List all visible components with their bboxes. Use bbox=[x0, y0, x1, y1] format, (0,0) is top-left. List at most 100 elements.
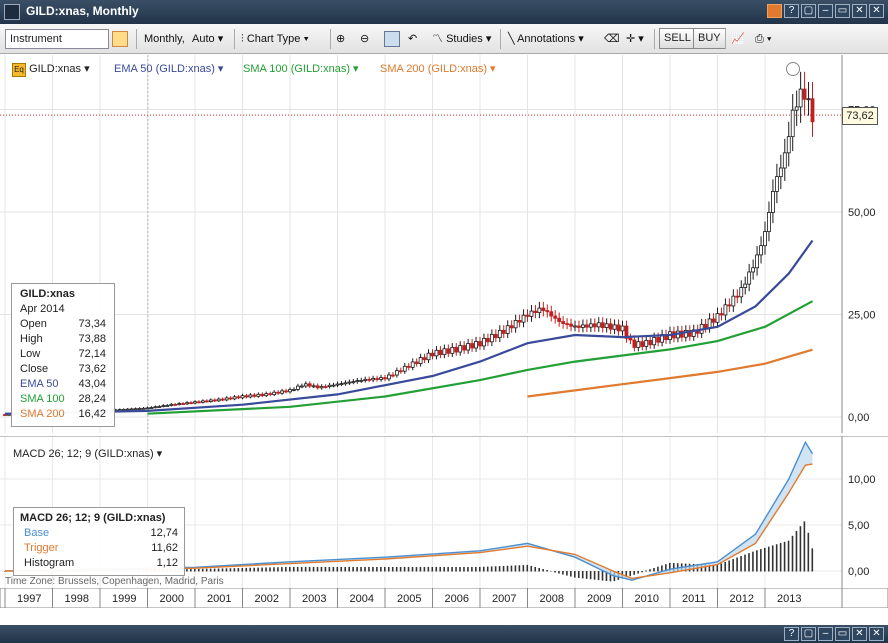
time-axis[interactable]: 1997 1998 1999 2000 2001 2002 2003 2004 2005 2006… bbox=[0, 587, 888, 609]
histogram-bar bbox=[368, 566, 370, 572]
candle-body bbox=[636, 341, 641, 348]
pan-icon[interactable] bbox=[384, 30, 400, 48]
instrument-badge-icon: Eq bbox=[12, 63, 26, 77]
status-restore-icon[interactable]: ▭ bbox=[835, 627, 850, 641]
histogram-bar bbox=[708, 564, 711, 572]
orange-window-icon[interactable] bbox=[767, 4, 782, 18]
histogram-bar bbox=[649, 569, 651, 572]
candle-body bbox=[541, 307, 546, 311]
histogram-bar bbox=[593, 571, 596, 580]
zoom-out-icon[interactable]: ⊖ bbox=[360, 33, 370, 45]
y-tick-label: 25,00 bbox=[848, 310, 876, 322]
candle-body bbox=[248, 394, 253, 398]
year-label: 2007 bbox=[492, 593, 516, 605]
buy-button[interactable]: BUY bbox=[693, 28, 726, 49]
candle-body bbox=[529, 310, 534, 317]
histogram-bar bbox=[748, 553, 750, 572]
candle-body bbox=[656, 337, 661, 343]
status-expand-icon[interactable]: ✕ bbox=[852, 627, 867, 641]
ema-legend[interactable]: EMA 50 (GILD:xnas) ▾ bbox=[114, 63, 224, 75]
candle-body bbox=[299, 385, 304, 388]
status-duplicate-icon[interactable]: ▢ bbox=[801, 627, 816, 641]
histogram-bar bbox=[498, 566, 501, 572]
undo-icon[interactable]: ↶ bbox=[408, 33, 418, 45]
candle-body bbox=[398, 370, 403, 373]
histogram-bar bbox=[530, 565, 533, 572]
candle-body bbox=[482, 338, 486, 347]
candle-body bbox=[303, 383, 308, 387]
histogram-bar bbox=[395, 566, 398, 572]
candle-body bbox=[208, 399, 213, 402]
candle-body bbox=[478, 341, 482, 347]
histogram-bar bbox=[273, 567, 275, 572]
histogram-bar bbox=[629, 571, 632, 577]
candle-body bbox=[573, 325, 577, 328]
restore-icon[interactable]: ▭ bbox=[835, 4, 850, 18]
candle-body bbox=[565, 323, 569, 325]
histogram-bar bbox=[281, 567, 283, 572]
chart-type-menu[interactable]: ⫶ Chart Type ▾ bbox=[241, 33, 309, 45]
candle-body bbox=[149, 407, 154, 409]
candle-body bbox=[501, 329, 506, 334]
histogram-bar bbox=[340, 566, 343, 572]
symbol-legend[interactable]: Eq GILD:xnas ▾ bbox=[12, 62, 90, 77]
clock-icon[interactable] bbox=[786, 62, 800, 76]
histogram-bar bbox=[387, 566, 390, 572]
status-close-icon[interactable]: ✕ bbox=[869, 627, 884, 641]
histogram-bar bbox=[672, 563, 675, 572]
chart-settings-icon[interactable]: 📈 bbox=[731, 33, 745, 45]
candle-body bbox=[204, 400, 209, 403]
candle-body bbox=[767, 212, 771, 233]
candle-body bbox=[339, 383, 344, 386]
year-label: 1999 bbox=[112, 593, 136, 605]
title-bar: GILD:xnas, Monthly ? ▢ – ▭ ✕ ✕ bbox=[0, 0, 888, 24]
info-date: Apr 2014 bbox=[20, 303, 65, 315]
year-label: 2013 bbox=[777, 593, 801, 605]
sma200-legend[interactable]: SMA 200 (GILD:xnas) ▾ bbox=[380, 63, 496, 75]
histogram-bar bbox=[316, 566, 319, 572]
close-icon[interactable]: ✕ bbox=[869, 4, 884, 18]
macd-legend[interactable]: MACD 26; 12; 9 (GILD:xnas) ▾ bbox=[13, 448, 163, 460]
candle-body bbox=[719, 313, 724, 316]
period-select[interactable]: Monthly, bbox=[144, 33, 185, 45]
sma100-legend[interactable]: SMA 100 (GILD:xnas) ▾ bbox=[243, 63, 359, 75]
status-minimize-icon[interactable]: – bbox=[818, 627, 833, 641]
maximize-icon[interactable]: ✕ bbox=[852, 4, 867, 18]
sell-button[interactable]: SELL bbox=[659, 28, 696, 49]
candle-body bbox=[212, 399, 217, 402]
histogram-bar bbox=[609, 571, 612, 582]
annotations-menu[interactable]: ╲ Annotations ▾ bbox=[508, 33, 584, 45]
candle-body bbox=[173, 404, 178, 406]
help-icon[interactable]: ? bbox=[784, 4, 799, 18]
eraser-icon[interactable]: ⌫ bbox=[604, 33, 620, 45]
histogram-bar bbox=[245, 567, 248, 572]
candle-body bbox=[763, 231, 767, 247]
candle-body bbox=[394, 370, 399, 376]
histogram-bar bbox=[289, 566, 291, 572]
histogram-bar bbox=[253, 567, 255, 572]
instrument-input[interactable]: Instrument bbox=[5, 29, 109, 49]
year-label: 2004 bbox=[350, 593, 374, 605]
status-help-icon[interactable]: ? bbox=[784, 627, 799, 641]
macd-tick-label: 5,00 bbox=[848, 520, 869, 532]
histogram-bar bbox=[577, 571, 580, 578]
studies-menu[interactable]: 〽 Studies ▾ bbox=[432, 33, 492, 45]
candle-body bbox=[276, 391, 281, 394]
zoom-in-icon[interactable]: ⊕ bbox=[336, 33, 346, 45]
compare-icon[interactable] bbox=[112, 30, 128, 48]
histogram-bar bbox=[597, 571, 600, 581]
histogram-bar bbox=[292, 566, 295, 572]
histogram-bar bbox=[447, 566, 449, 572]
candle-body bbox=[450, 346, 455, 354]
scale-select[interactable]: Auto ▾ bbox=[192, 33, 224, 45]
candle-body bbox=[790, 109, 795, 138]
candle-body bbox=[406, 365, 411, 368]
candle-body bbox=[153, 406, 158, 409]
duplicate-icon[interactable]: ▢ bbox=[801, 4, 816, 18]
candle-body bbox=[442, 348, 447, 356]
minimize-icon[interactable]: – bbox=[818, 4, 833, 18]
print-icon[interactable]: ⎙ ▾ bbox=[755, 33, 772, 45]
crosshair-icon[interactable]: ✛ ▾ bbox=[626, 33, 644, 45]
candle-body bbox=[604, 323, 609, 328]
